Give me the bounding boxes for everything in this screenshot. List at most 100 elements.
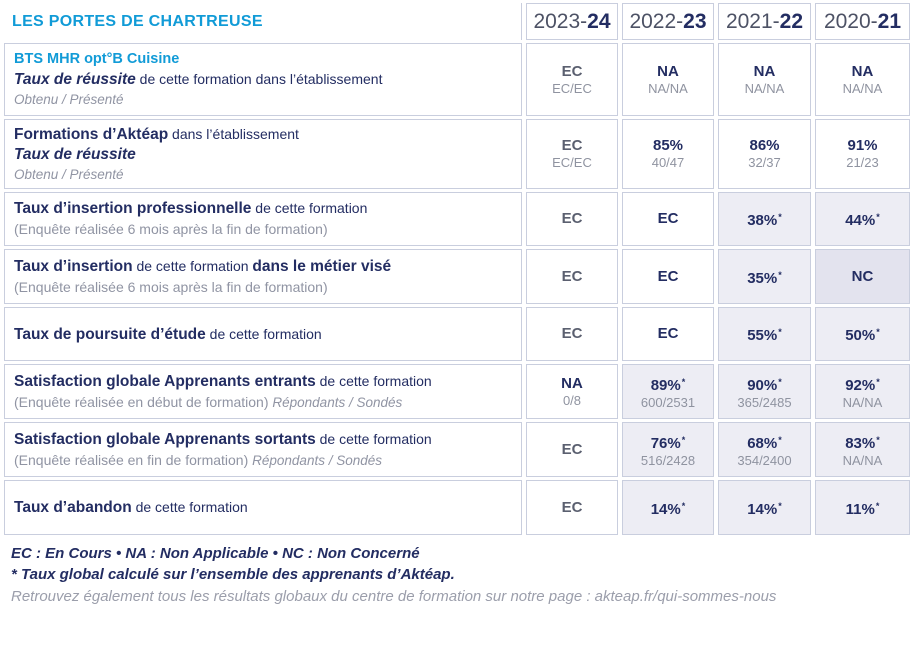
value-insertion-metier-vise-2020-21: NC bbox=[815, 249, 910, 304]
row-label-satisfaction-sortants: Satisfaction globale Apprenants sortants… bbox=[4, 422, 522, 477]
year-prefix: 2020- bbox=[823, 9, 878, 33]
value-satisfaction-sortants-2021-22: 68%* 354/2400 bbox=[718, 422, 811, 477]
label-text: (Enquête réalisée 6 mois après la fin de… bbox=[14, 278, 328, 295]
value-main: EC bbox=[561, 498, 583, 516]
year-prefix: 2022- bbox=[629, 9, 684, 33]
value-main: 50%* bbox=[845, 327, 880, 344]
value-main: 35%* bbox=[747, 269, 782, 287]
value-main: EC bbox=[657, 267, 679, 285]
value-main: 76%* bbox=[650, 434, 686, 452]
label-text: de cette formation bbox=[315, 372, 432, 389]
label-text: de cette formation bbox=[315, 430, 432, 447]
year-suffix: 23 bbox=[683, 9, 707, 33]
value-main: 38%* bbox=[747, 212, 782, 229]
value-abandon-2021-22: 14%* bbox=[718, 480, 811, 535]
value-detail: 354/2400 bbox=[737, 452, 792, 468]
value-akteap-taux-reussite-2023-24: EC EC/EC bbox=[526, 119, 618, 189]
value-main: NA bbox=[753, 62, 776, 80]
value-satisfaction-sortants-2023-24: EC bbox=[526, 422, 618, 477]
label-text: Taux d’insertion bbox=[14, 257, 133, 275]
value-satisfaction-sortants-2020-21: 83%* NA/NA bbox=[815, 422, 910, 477]
star-marker: * bbox=[681, 434, 686, 445]
value-detail: NA/NA bbox=[842, 394, 883, 410]
label-text: (Enquête réalisée en début de formation) bbox=[14, 393, 273, 410]
row-label-insertion-metier-vise: Taux d’insertion de cette formation dans… bbox=[4, 249, 522, 304]
year-suffix: 21 bbox=[877, 9, 902, 33]
year-suffix: 22 bbox=[779, 9, 804, 33]
value-detail: 516/2428 bbox=[640, 452, 696, 468]
value-main: 83%* bbox=[845, 434, 880, 452]
value-poursuite-etude-2023-24: EC bbox=[526, 307, 618, 361]
label-text: Taux d’abandon bbox=[14, 499, 132, 516]
label-line: Taux de réussite bbox=[14, 145, 513, 165]
label-line: Obtenu / Présenté bbox=[14, 90, 513, 110]
value-poursuite-etude-2022-23: EC bbox=[622, 307, 714, 361]
value-main: 44%* bbox=[845, 212, 880, 229]
value-poursuite-etude-2020-21: 50%* bbox=[815, 307, 910, 361]
star-marker: * bbox=[778, 269, 782, 280]
value-detail: NA/NA bbox=[842, 452, 883, 468]
value-satisfaction-entrants-2020-21: 92%* NA/NA bbox=[815, 364, 910, 419]
row-label-bts-taux-reussite: BTS MHR opt°B Cuisine Taux de réussite de… bbox=[4, 43, 522, 116]
value-insertion-professionnelle-2022-23: EC bbox=[622, 192, 714, 246]
more-info-link-text: Retrouvez également tous les résultats g… bbox=[11, 588, 777, 605]
value-main: NA bbox=[851, 62, 874, 80]
value-detail: EC/EC bbox=[552, 80, 592, 96]
year-header-2021-22: 2021- 22 bbox=[718, 3, 811, 40]
value-detail: 21/23 bbox=[846, 155, 879, 170]
year-suffix: 24 bbox=[587, 9, 611, 33]
value-main: 85% bbox=[652, 137, 684, 154]
label-text: de cette formation bbox=[132, 257, 253, 274]
row-label-poursuite-etude: Taux de poursuite d’étude de cette forma… bbox=[4, 307, 522, 361]
value-main: EC bbox=[561, 325, 583, 342]
value-poursuite-etude-2021-22: 55%* bbox=[718, 307, 811, 361]
label-line: Taux d’insertion professionnelle de cett… bbox=[14, 198, 513, 219]
value-detail: EC/EC bbox=[552, 155, 592, 170]
label-text: Satisfaction globale Apprenants entrants bbox=[14, 372, 316, 390]
value-insertion-professionnelle-2023-24: EC bbox=[526, 192, 618, 246]
label-text: Taux de poursuite d’étude bbox=[14, 325, 206, 343]
star-marker: * bbox=[778, 327, 782, 337]
label-text: (Enquête réalisée en fin de formation) bbox=[14, 451, 253, 468]
star-marker: * bbox=[778, 434, 782, 445]
value-insertion-metier-vise-2021-22: 35%* bbox=[718, 249, 811, 304]
label-line: Taux de réussite de cette formation dans… bbox=[14, 69, 513, 90]
value-satisfaction-entrants-2023-24: NA 0/8 bbox=[526, 364, 618, 419]
label-line: BTS MHR opt°B Cuisine bbox=[14, 49, 513, 69]
value-akteap-taux-reussite-2020-21: 91% 21/23 bbox=[815, 119, 910, 189]
label-text: Répondants / Sondés bbox=[272, 394, 403, 410]
label-line: Taux d’abandon de cette formation bbox=[14, 497, 513, 518]
label-line: (Enquête réalisée 6 mois après la fin de… bbox=[14, 219, 513, 240]
label-text: Obtenu / Présenté bbox=[14, 166, 124, 182]
row-label-satisfaction-entrants: Satisfaction globale Apprenants entrants… bbox=[4, 364, 522, 419]
year-header-2023-24: 2023- 24 bbox=[526, 3, 618, 40]
value-main: 11%* bbox=[845, 500, 880, 518]
value-main: EC bbox=[561, 137, 583, 154]
year-header-2020-21: 2020- 21 bbox=[815, 3, 910, 40]
label-line: (Enquête réalisée en fin de formation) R… bbox=[14, 450, 513, 471]
star-marker: * bbox=[876, 327, 880, 337]
value-insertion-metier-vise-2023-24: EC bbox=[526, 249, 618, 304]
row-label-insertion-professionnelle: Taux d’insertion professionnelle de cett… bbox=[4, 192, 522, 246]
label-text: (Enquête réalisée 6 mois après la fin de… bbox=[14, 221, 328, 237]
star-marker: * bbox=[876, 376, 880, 387]
value-main: EC bbox=[561, 440, 583, 458]
value-detail: 365/2485 bbox=[737, 394, 792, 410]
label-line: (Enquête réalisée 6 mois après la fin de… bbox=[14, 277, 513, 298]
value-main: 14%* bbox=[747, 500, 782, 518]
label-text: de cette formation dans l’établissement bbox=[135, 71, 383, 87]
label-text: Obtenu / Présenté bbox=[14, 92, 124, 107]
value-insertion-professionnelle-2020-21: 44%* bbox=[815, 192, 910, 246]
value-main: 92%* bbox=[845, 376, 880, 394]
label-line: Obtenu / Présenté bbox=[14, 165, 513, 185]
value-main: 68%* bbox=[747, 434, 782, 452]
value-main: EC bbox=[657, 325, 679, 342]
label-text: de cette formation bbox=[251, 200, 368, 216]
star-marker: * bbox=[875, 500, 880, 511]
value-main: NA bbox=[657, 62, 679, 80]
label-text: de cette formation bbox=[205, 325, 322, 342]
star-marker: * bbox=[681, 500, 686, 511]
value-main: NA bbox=[561, 374, 583, 392]
value-bts-taux-reussite-2022-23: NA NA/NA bbox=[622, 43, 714, 116]
value-detail: 600/2531 bbox=[640, 394, 696, 410]
